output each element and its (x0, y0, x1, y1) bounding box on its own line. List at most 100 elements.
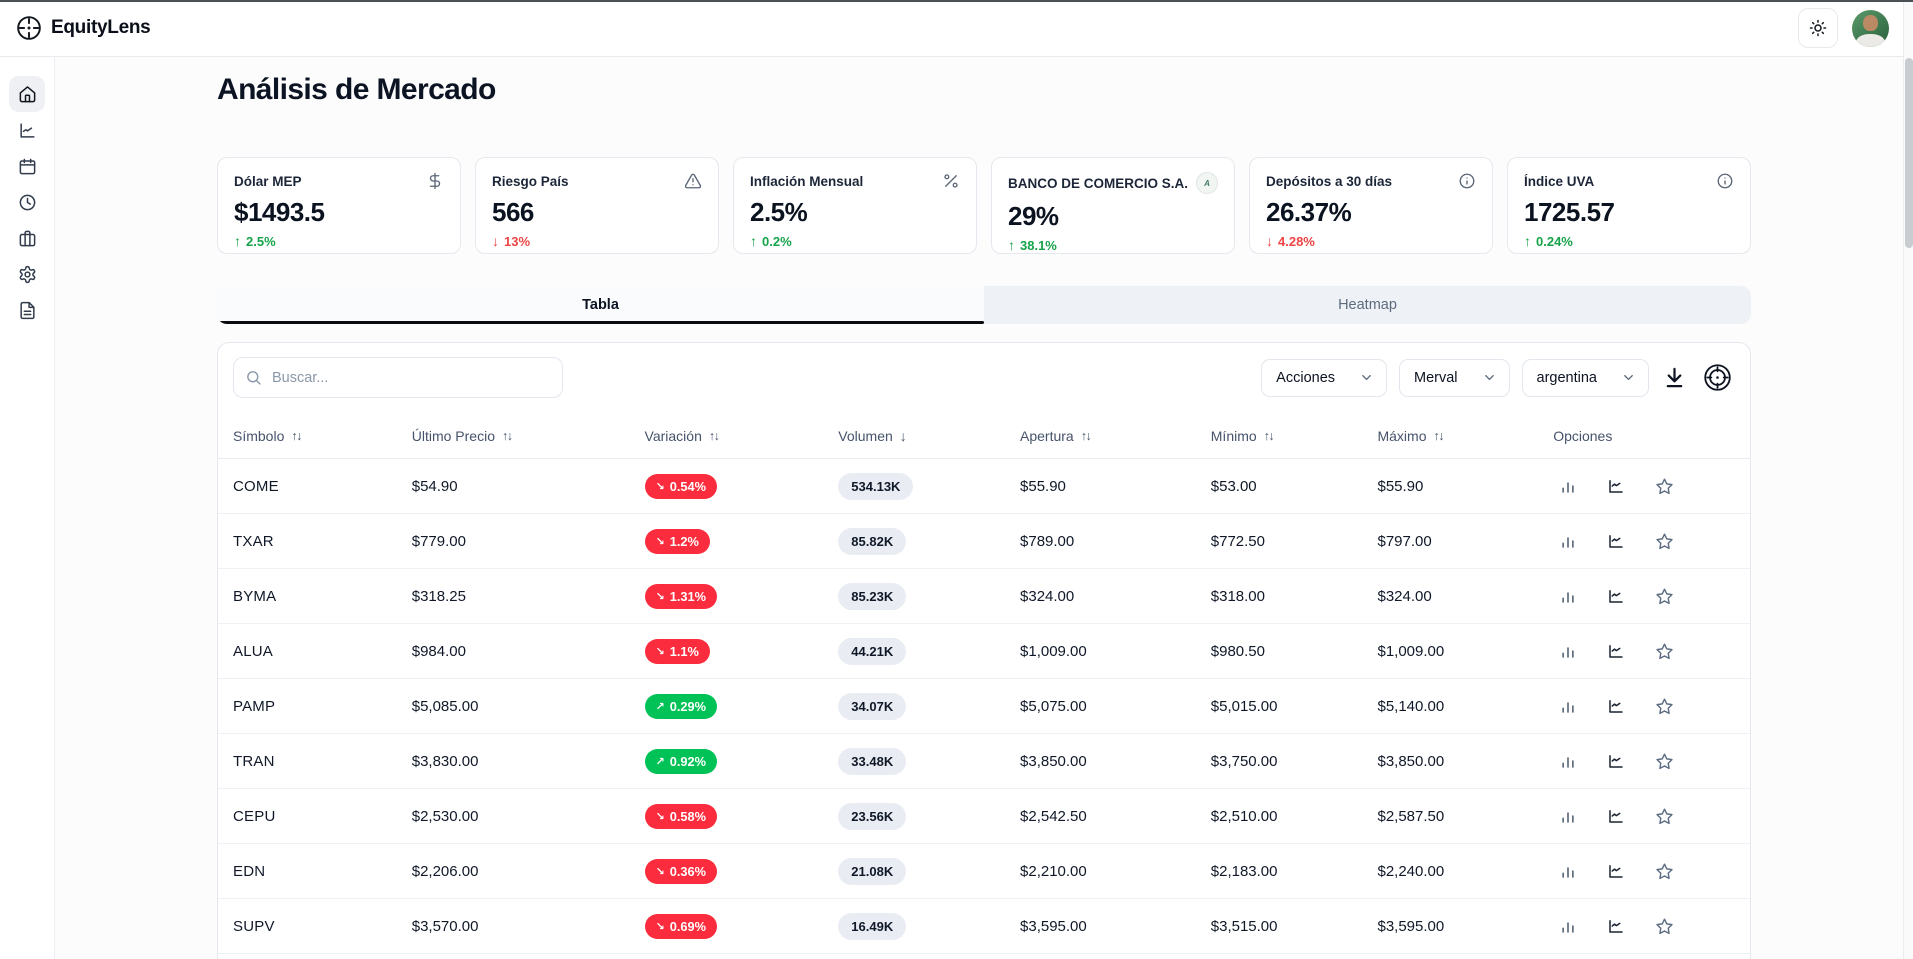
open-cell: $3,595.00 (1020, 917, 1087, 935)
bar-chart-button[interactable] (1559, 642, 1577, 660)
favorite-button[interactable] (1655, 532, 1674, 551)
tab-tabla[interactable]: Tabla (217, 286, 984, 324)
bar-chart-button[interactable] (1559, 587, 1577, 605)
stat-delta: 4.28% (1266, 233, 1476, 249)
favorite-button[interactable] (1655, 752, 1674, 771)
sidebar-item-portfolio[interactable] (9, 220, 45, 256)
stat-value: 2.5% (750, 197, 808, 227)
row-actions (1553, 917, 1735, 936)
download-button[interactable] (1661, 364, 1688, 391)
sidebar-item-history[interactable] (9, 184, 45, 220)
column-header[interactable]: Símbolo (233, 428, 412, 444)
sidebar-item-calendar[interactable] (9, 148, 45, 184)
line-chart-button[interactable] (1607, 862, 1625, 880)
scrollbar-thumb[interactable] (1905, 58, 1913, 248)
open-cell: $789.00 (1020, 532, 1075, 550)
sidebar-item-settings[interactable] (9, 256, 45, 292)
line-chart-icon (1607, 587, 1625, 605)
sidebar-item-reports[interactable] (9, 292, 45, 328)
favorite-button[interactable] (1655, 807, 1674, 826)
line-chart-icon (1607, 752, 1625, 770)
sidebar-item-charts[interactable] (9, 112, 45, 148)
tab-heatmap[interactable]: Heatmap (1338, 297, 1397, 313)
bar-chart-button[interactable] (1559, 532, 1577, 550)
open-cell: $3,850.00 (1020, 752, 1087, 770)
filter-country-select[interactable]: argentina (1521, 358, 1649, 397)
bar-chart-icon (1559, 532, 1577, 550)
open-cell: $5,075.00 (1020, 697, 1087, 715)
bar-chart-button[interactable] (1559, 697, 1577, 715)
symbol-cell: BYMA (233, 587, 277, 605)
favorite-button[interactable] (1655, 642, 1674, 661)
volume-badge: 85.23K (838, 582, 907, 610)
stat-card-dolar-mep: Dólar MEP $1493.5 2.5% (217, 157, 461, 254)
last-price-cell: $779.00 (411, 532, 466, 550)
symbol-cell: TXAR (233, 532, 274, 550)
bar-chart-button[interactable] (1559, 862, 1577, 880)
line-chart-button[interactable] (1607, 642, 1625, 660)
volume-badge: 33.48K (838, 747, 907, 775)
sort-icon (502, 429, 512, 443)
market-table-panel: Acciones Merval argentina (217, 342, 1751, 959)
compass-button[interactable] (1700, 360, 1735, 395)
bar-chart-icon (1559, 477, 1577, 495)
column-header[interactable]: Mínimo (1211, 428, 1378, 444)
column-header[interactable]: Opciones (1553, 428, 1613, 444)
sidebar-item-home[interactable] (9, 76, 45, 112)
app-logo[interactable]: EquityLens (16, 15, 151, 41)
line-chart-button[interactable] (1607, 807, 1625, 825)
stat-delta: 38.1% (1008, 237, 1218, 253)
symbol-cell: EDN (233, 862, 266, 880)
favorite-button[interactable] (1655, 862, 1674, 881)
volume-badge: 23.56K (838, 802, 907, 830)
column-header[interactable]: Máximo (1377, 428, 1553, 444)
favorite-button[interactable] (1655, 697, 1674, 716)
bar-chart-button[interactable] (1559, 917, 1577, 935)
favorite-button[interactable] (1655, 477, 1674, 496)
line-chart-button[interactable] (1607, 917, 1625, 935)
symbol-cell: ALUA (233, 642, 273, 660)
volume-cell: 85.82K (838, 527, 1020, 555)
line-chart-button[interactable] (1607, 697, 1625, 715)
row-actions (1553, 862, 1735, 881)
row-actions (1553, 752, 1735, 771)
column-header[interactable]: Volumen (838, 428, 1020, 444)
favorite-button[interactable] (1655, 917, 1674, 936)
bar-chart-icon (1559, 587, 1577, 605)
bar-chart-button[interactable] (1559, 807, 1577, 825)
column-header[interactable]: Apertura (1020, 428, 1211, 444)
bar-chart-button[interactable] (1559, 477, 1577, 495)
main-content: Análisis de Mercado Dólar MEP $1493.5 2.… (55, 57, 1913, 959)
star-icon (1655, 917, 1674, 936)
line-chart-button[interactable] (1607, 752, 1625, 770)
bar-chart-icon (1559, 752, 1577, 770)
high-cell: $2,587.50 (1377, 807, 1445, 825)
line-chart-icon (1607, 697, 1625, 715)
info-icon[interactable] (1716, 172, 1734, 190)
star-icon (1655, 807, 1674, 826)
theme-toggle-button[interactable] (1798, 8, 1838, 48)
column-header[interactable]: Variación (645, 428, 839, 444)
table-row: BYMA $318.25 1.31% 85.23K $324.00 $318.0… (218, 569, 1750, 624)
favorite-button[interactable] (1655, 587, 1674, 606)
info-icon[interactable] (1458, 172, 1476, 190)
line-chart-button[interactable] (1607, 477, 1625, 495)
table-row: TRAN $3,830.00 0.92% 33.48K $3,850.00 $3… (218, 734, 1750, 789)
change-badge: 0.69% (644, 913, 718, 939)
filter-instrument-select[interactable]: Acciones (1261, 358, 1388, 397)
line-chart-button[interactable] (1607, 587, 1625, 605)
calendar-icon (18, 157, 37, 176)
vertical-scrollbar[interactable] (1903, 2, 1913, 959)
stat-delta: 2.5% (234, 233, 444, 249)
search-input[interactable] (233, 357, 563, 398)
column-header[interactable]: Último Precio (412, 428, 645, 444)
bar-chart-icon (1559, 862, 1577, 880)
filter-index-select[interactable]: Merval (1399, 358, 1510, 397)
bar-chart-icon (1559, 807, 1577, 825)
line-chart-button[interactable] (1607, 532, 1625, 550)
avatar[interactable] (1852, 9, 1889, 47)
bar-chart-button[interactable] (1559, 752, 1577, 770)
compass-icon (1702, 362, 1733, 393)
change-cell: 0.69% (644, 913, 839, 939)
stat-value: 29% (1008, 201, 1059, 231)
